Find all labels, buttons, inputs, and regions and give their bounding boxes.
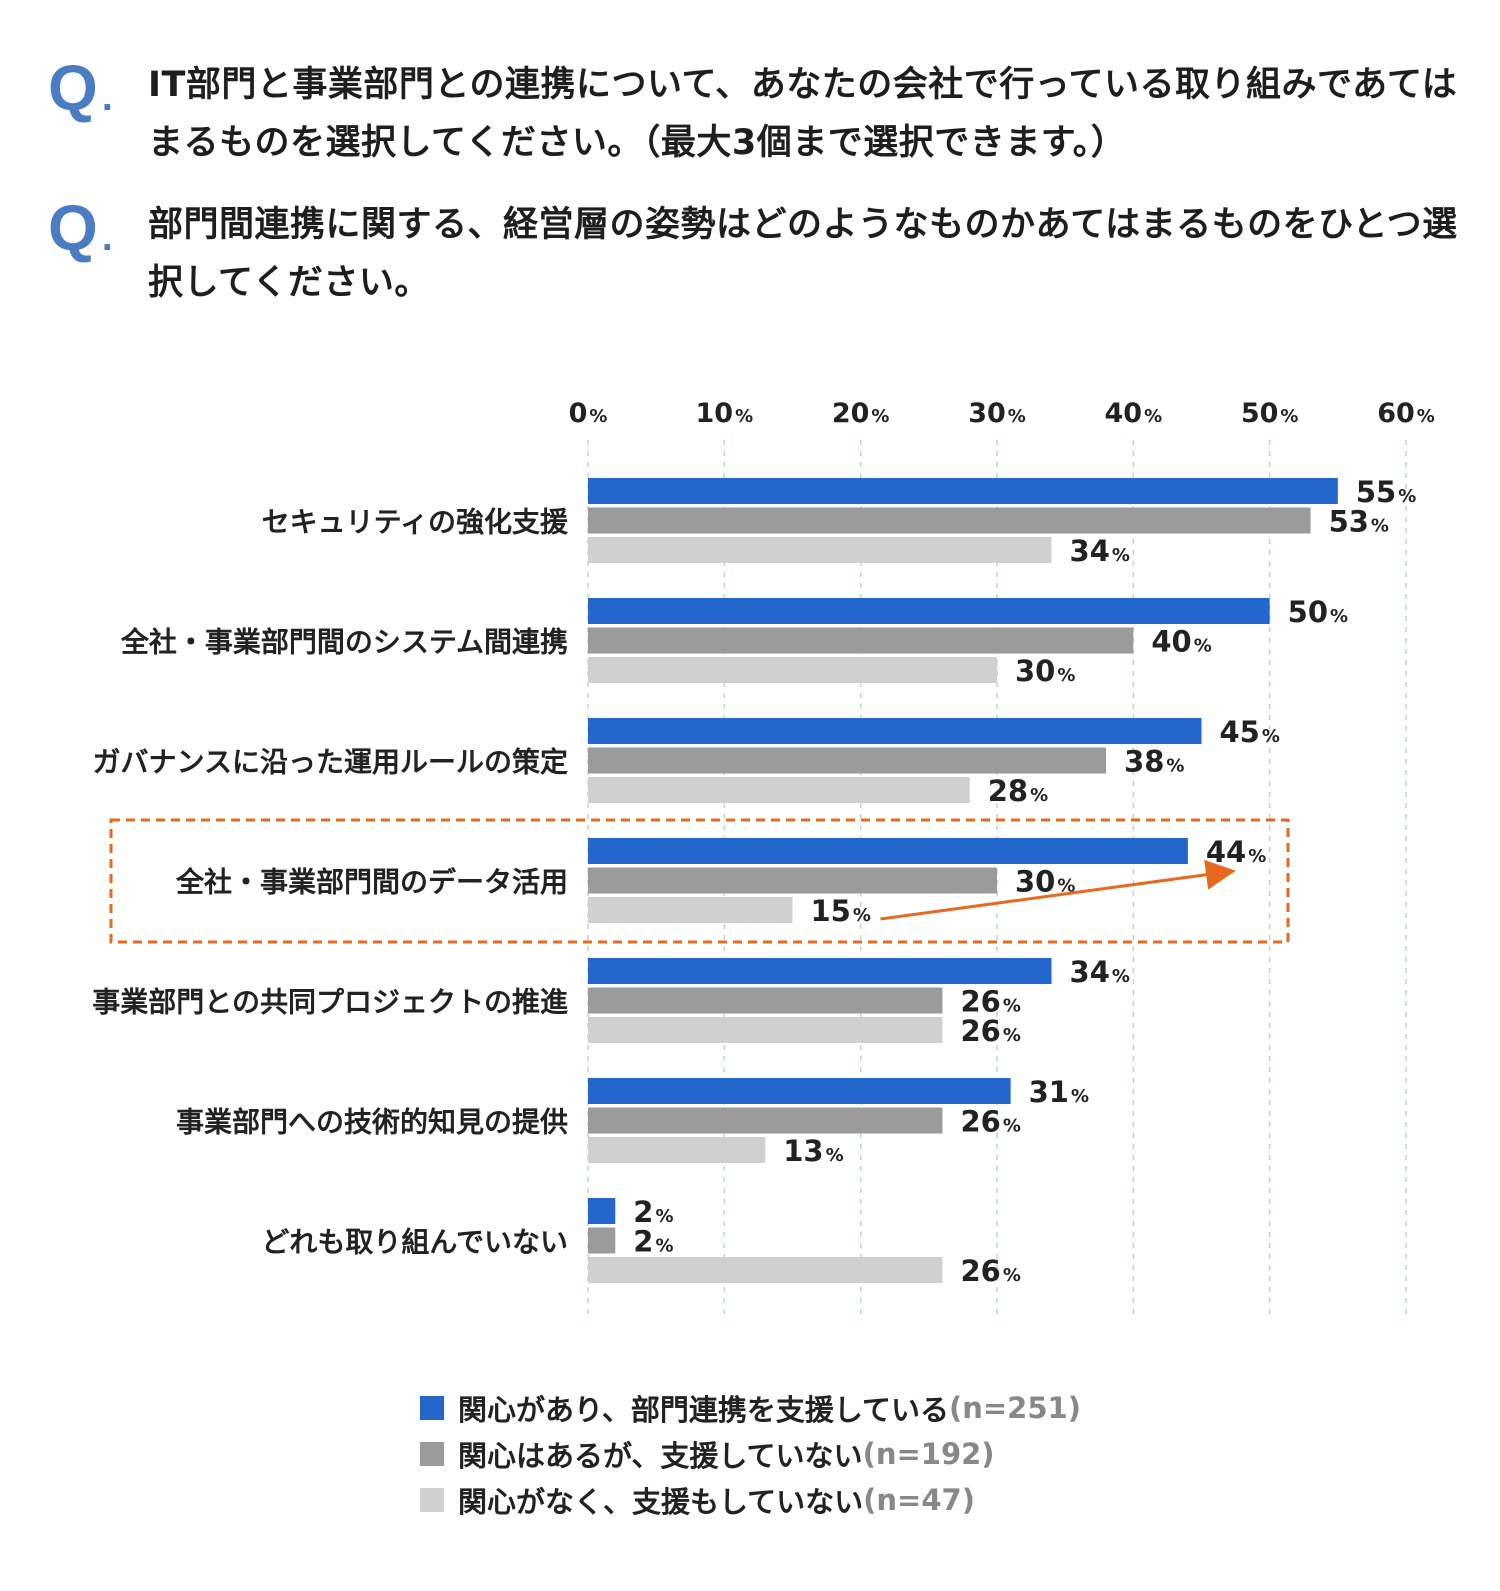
chart-legend: 関心があり、部門連携を支援している (n=251) 関心はあるが、支援していない (n…	[420, 1385, 1081, 1523]
category-label: セキュリティの強化支援	[262, 506, 569, 539]
x-tick-label-10: 10%	[696, 398, 754, 429]
value-label-0-1: 53%	[1329, 505, 1389, 539]
legend-item-1: 関心はあるが、支援していない (n=192)	[420, 1431, 1081, 1477]
bar-2-2	[588, 777, 970, 803]
question-mark-1: Q.	[48, 52, 113, 124]
question-1-text: IT部門と事業部門との連携について、あなたの会社で行っている取り組みであてはまる…	[148, 65, 1458, 163]
bar-4-2	[588, 1017, 943, 1043]
value-label-3-1: 30%	[1015, 865, 1075, 899]
value-label-3-0: 44%	[1206, 835, 1266, 869]
bar-6-2	[588, 1257, 943, 1283]
bar-1-2	[588, 657, 997, 683]
value-label-6-2: 26%	[960, 1254, 1020, 1288]
value-label-4-2: 26%	[960, 1014, 1020, 1048]
bar-0-1	[588, 507, 1311, 534]
value-label-3-2: 15%	[811, 894, 871, 928]
value-label-2-1: 38%	[1124, 745, 1184, 779]
legend-item-2: 関心がなく、支援もしていない (n=47)	[420, 1477, 1081, 1523]
bar-5-2	[588, 1137, 766, 1163]
category-label: ガバナンスに沿った運用ルールの策定	[93, 746, 568, 779]
legend-swatch	[420, 1488, 444, 1512]
bar-3-0	[588, 838, 1188, 864]
legend-swatch	[420, 1442, 444, 1466]
bar-3-2	[588, 897, 793, 923]
legend-item-0: 関心があり、部門連携を支援している (n=251)	[420, 1385, 1081, 1431]
value-label-2-2: 28%	[988, 774, 1048, 808]
legend-label: 関心はあるが、支援していない	[458, 1439, 863, 1473]
x-tick-label-20: 20%	[832, 398, 890, 429]
bar-1-0	[588, 598, 1270, 624]
highlight-box	[109, 818, 1290, 944]
x-tick-label-60: 60%	[1377, 398, 1435, 429]
category-label: 事業部門との共同プロジェクトの推進	[92, 986, 568, 1019]
category-label: 全社・事業部門間のデータ活用	[175, 866, 568, 899]
legend-label: 関心がなく、支援もしていない	[458, 1485, 864, 1519]
value-label-1-0: 50%	[1288, 595, 1348, 629]
trend-arrow	[880, 859, 1236, 921]
x-tick-label-40: 40%	[1105, 398, 1163, 429]
bar-0-0	[588, 478, 1338, 504]
question-2-text: 部門間連携に関する、経営層の姿勢はどのようなものかあてはまるものをひとつ選択して…	[148, 205, 1458, 303]
bar-3-1	[588, 867, 997, 894]
value-label-5-0: 31%	[1029, 1075, 1089, 1109]
category-label: 全社・事業部門間のシステム間連携	[120, 626, 568, 659]
legend-sample-size: (n=192)	[862, 1437, 995, 1471]
bar-6-1	[588, 1227, 616, 1254]
legend-swatch	[420, 1396, 444, 1420]
category-label: 事業部門への技術的知見の提供	[176, 1106, 568, 1139]
value-label-1-2: 30%	[1015, 654, 1075, 688]
legend-sample-size: (n=251)	[948, 1391, 1081, 1425]
x-tick-label-0: 0%	[569, 398, 608, 429]
bar-2-1	[588, 747, 1107, 774]
value-label-6-1: 2%	[633, 1225, 673, 1259]
bar-6-0	[588, 1198, 616, 1224]
bar-0-2	[588, 537, 1052, 563]
legend-sample-size: (n=47)	[863, 1483, 975, 1517]
value-label-4-0: 34%	[1070, 955, 1130, 989]
bar-chart: 0% 10% 20% 30% 40% 50% 60 % セキュリティの強化支援 55 %53 % 34%…	[92, 398, 1435, 1318]
value-label-1-1: 40%	[1151, 625, 1211, 659]
value-label-2-0: 45%	[1220, 715, 1280, 749]
legend-label: 関心があり、部門連携を支援している	[458, 1393, 949, 1427]
bar-4-0	[588, 958, 1052, 984]
bar-2-0	[588, 718, 1202, 744]
value-label-6-0: 2%	[633, 1195, 673, 1229]
value-label-5-1: 26%	[960, 1105, 1020, 1139]
bar-4-1	[588, 987, 943, 1014]
bar-5-0	[588, 1078, 1011, 1104]
question-mark-2: Q.	[48, 192, 113, 264]
value-label-5-2: 13%	[783, 1134, 843, 1168]
value-label-0-0: 55%	[1356, 475, 1416, 509]
x-tick-label-50: 50%	[1241, 398, 1299, 429]
bar-1-1	[588, 627, 1134, 654]
bar-5-1	[588, 1107, 943, 1134]
category-label: どれも取り組んでいない	[261, 1226, 568, 1259]
x-tick-label-30: 30%	[968, 398, 1026, 429]
value-label-4-1: 26%	[960, 985, 1020, 1019]
value-label-0-2: 34%	[1070, 534, 1130, 568]
